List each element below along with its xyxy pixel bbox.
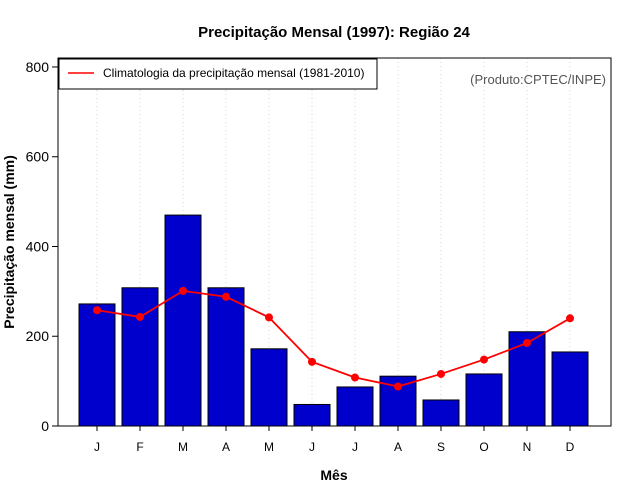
x-tick-label: S [437,440,445,454]
x-tick-label: F [136,440,143,454]
climatology-point [179,286,187,295]
climatology-point [394,382,402,391]
climatology-point [351,373,359,382]
legend-entry-climatology: Climatologia da precipitação mensal (198… [103,66,364,80]
y-tick-label: 400 [26,238,50,254]
x-tick-label: D [566,440,575,454]
y-tick-label: 800 [26,59,50,75]
bar [164,214,202,427]
x-tick-label: J [94,440,100,454]
climatology-point [222,292,230,301]
x-tick-label: A [394,440,402,454]
y-tick-label: 0 [41,418,49,434]
y-axis: 0 200 400 600 800 [26,59,58,434]
climatology-point [437,369,445,378]
climatology-point [265,313,273,322]
x-tick-label: N [523,440,532,454]
climatology-point [93,306,101,315]
plot-frame [57,57,612,427]
x-tick-label: A [222,440,230,454]
bar [293,403,331,427]
y-tick-label: 200 [26,328,50,344]
bar [465,373,503,427]
legend-box [58,58,378,90]
y-tick-label: 600 [26,149,50,165]
climatology-point [308,357,316,366]
bar [207,287,245,427]
bar [422,399,460,427]
source-credit: (Produto:CPTEC/INPE) [470,72,606,87]
bar [551,351,589,427]
x-axis-label: Mês [320,467,347,483]
climatology-line [96,289,571,388]
bar [121,287,159,427]
x-tick-label: M [178,440,188,454]
climatology-point [523,338,531,347]
bar [78,303,116,427]
chart-title: Precipitação Mensal (1997): Região 24 [198,24,470,41]
bars-layer [78,214,589,427]
x-tick-label: J [352,440,358,454]
climatology-point [136,312,144,321]
x-tick-label: O [479,440,488,454]
bar [250,348,288,427]
climatology-point [566,314,574,323]
y-axis-label: Precipitação mensal (mm) [1,155,17,329]
x-tick-label: J [309,440,315,454]
climatology-point [480,355,488,364]
x-tick-label: M [264,440,274,454]
climatology-line-layer [93,286,574,391]
bar [336,386,374,427]
legend: Climatologia da precipitação mensal (198… [58,58,378,90]
